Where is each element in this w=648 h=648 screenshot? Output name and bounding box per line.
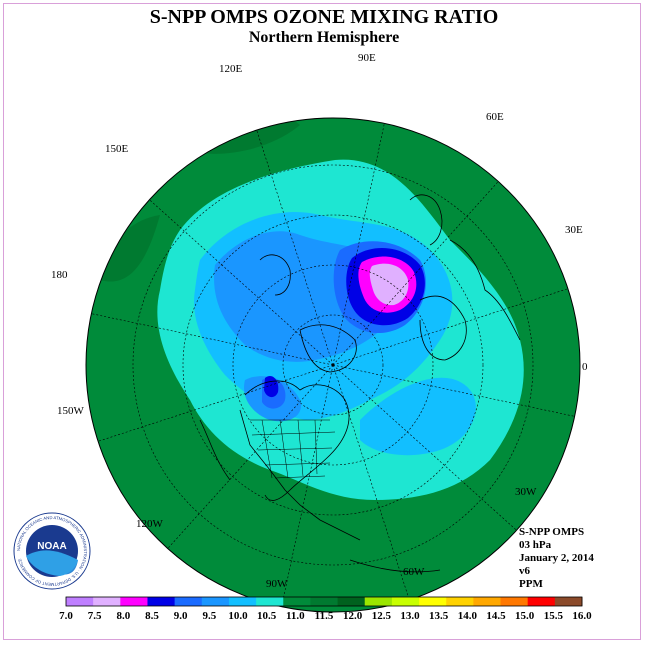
lon-label-120e: 120E (219, 63, 243, 75)
colorbar-swatch (419, 597, 447, 606)
colorbar-swatch (337, 597, 366, 606)
colorbar-label: 10.5 (257, 610, 277, 622)
lon-label-90e: 90E (358, 52, 376, 64)
meridian-line (332, 181, 499, 366)
meridian-line (167, 364, 334, 549)
meridian-line (332, 288, 569, 366)
map-boundary (85, 117, 581, 613)
ozone-field (86, 118, 580, 612)
colorbar-label: 10.0 (228, 610, 248, 622)
colorbar-label: 14.5 (486, 610, 506, 622)
lon-label-150e: 150E (105, 143, 129, 155)
contour-8-0 (369, 263, 409, 306)
colorbar-label: 11.5 (315, 610, 334, 622)
colorbar-label: 8.5 (145, 610, 159, 622)
colorbar-swatch (500, 597, 529, 606)
colorbar-swatch (527, 597, 556, 606)
colorbar-label: 9.5 (202, 610, 216, 622)
colorbar-label: 14.0 (458, 610, 478, 622)
colorbar-label: 9.0 (174, 610, 188, 622)
lon-label-150w: 150W (57, 405, 85, 417)
colorbar-swatch (147, 597, 176, 606)
lon-label-90w: 90W (266, 578, 288, 590)
colorbar-label: 7.0 (59, 610, 73, 622)
colorbar-swatch (93, 597, 121, 606)
lon-label-0: 0 (582, 361, 588, 373)
lon-label-60w: 60W (403, 566, 425, 578)
info-date: January 2, 2014 (519, 552, 594, 564)
map-subtitle: Northern Hemisphere (248, 29, 400, 46)
info-block: S-NPP OMPS 03 hPa January 2, 2014 v6 PPM (519, 526, 594, 591)
noaa-logo-text: NOAA (37, 541, 66, 552)
colorbar-swatch (391, 597, 420, 606)
colorbar-label: 7.5 (88, 610, 102, 622)
meridian-line (281, 364, 334, 607)
lon-label-30w: 30W (515, 486, 537, 498)
meridian-line (332, 364, 517, 531)
graticule (91, 123, 575, 607)
info-product: S-NPP OMPS (519, 526, 585, 538)
meridian-line (332, 364, 575, 417)
colorbar-label: 13.0 (400, 610, 420, 622)
meridian-line (97, 364, 334, 442)
colorbar-label: 15.0 (515, 610, 535, 622)
info-level: 03 hPa (519, 539, 552, 551)
colorbar-swatch (174, 597, 203, 606)
figure-frame (3, 3, 641, 640)
colorbar-swatch (201, 597, 230, 606)
colorbar-swatch (473, 597, 502, 606)
colorbar-label: 16.0 (572, 610, 592, 622)
colorbar-swatch (256, 597, 284, 606)
meridian-line (332, 364, 410, 601)
longitude-labels: 90E 60E 30E 0 30W 60W 90W 120W 150W 180 … (51, 52, 588, 590)
colorbar-swatch (310, 597, 339, 606)
meridian-line (149, 199, 334, 366)
colorbar-swatch (364, 597, 393, 606)
lon-label-30e: 30E (565, 224, 583, 236)
lon-label-60e: 60E (486, 111, 504, 123)
state-borders (250, 419, 336, 479)
lon-label-120w: 120W (136, 518, 164, 530)
meridian-line (256, 129, 334, 366)
colorbar: 7.0 7.5 8.0 8.5 9.0 9.5 10.0 10.5 11.0 11.5 12.0 12… (59, 596, 592, 622)
colorbar-border (65, 596, 583, 607)
colorbar-label: 15.5 (544, 610, 564, 622)
colorbar-label: 8.0 (116, 610, 130, 622)
colorbar-swatch (283, 597, 311, 606)
map-title: S-NPP OMPS OZONE MIXING RATIO (149, 6, 499, 28)
meridian-line (332, 123, 385, 366)
lon-label-180: 180 (51, 269, 68, 281)
colorbar-label: 12.5 (372, 610, 392, 622)
colorbar-swatch (120, 597, 148, 606)
colorbar-swatch (66, 597, 94, 606)
colorbar-swatch (228, 597, 257, 606)
colorbar-swatch (446, 597, 474, 606)
info-units: PPM (519, 578, 543, 590)
colorbar-label: 11.0 (286, 610, 305, 622)
colorbar-label: 12.0 (343, 610, 363, 622)
colorbar-label: 13.5 (429, 610, 449, 622)
info-version: v6 (519, 565, 530, 577)
meridian-line (91, 313, 334, 366)
noaa-logo: NOAA NATIONAL OCEANIC AND ATMOSPHERIC AD… (13, 512, 91, 590)
colorbar-swatch (554, 597, 583, 606)
